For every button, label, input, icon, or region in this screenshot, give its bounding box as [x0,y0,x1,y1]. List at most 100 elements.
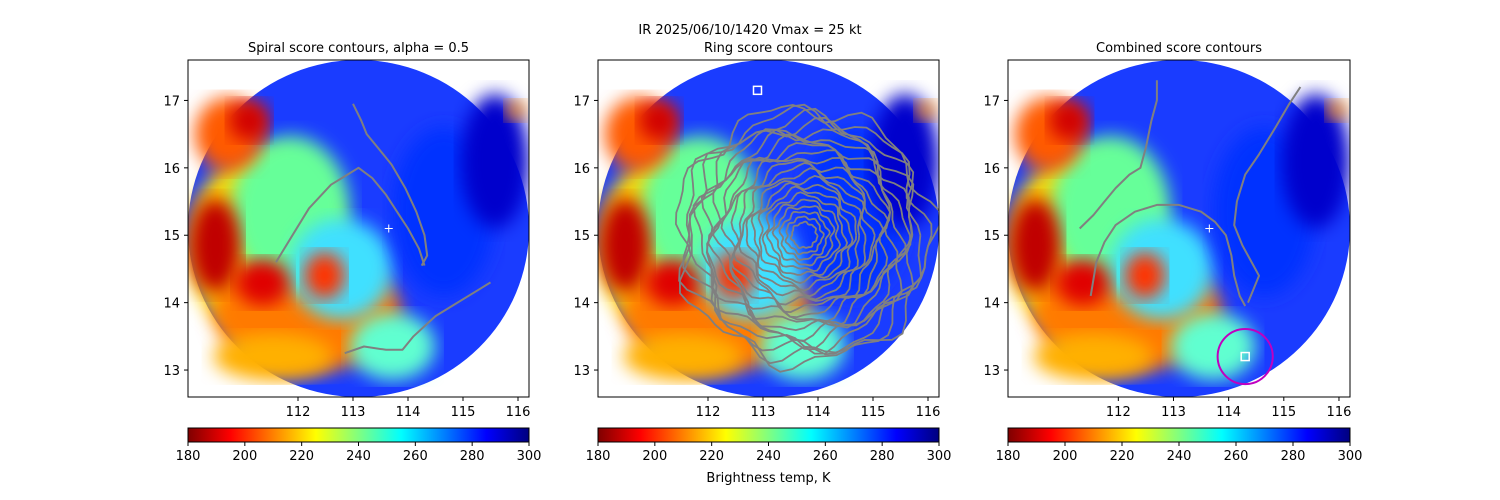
panel-1: 112 113 114 115 116 13 14 15 16 17 Spiral score co… [163,41,541,464]
ir-cloud-region [189,198,241,293]
x-tick-label: 115 [861,405,886,420]
ir-cloud-region [1055,258,1111,307]
score-contour [275,166,426,266]
x-tick-label: 115 [451,405,476,420]
colorbar-tick-label: 180 [996,449,1021,464]
colorbar-tick-label: 280 [460,449,485,464]
y-tick-label: 17 [163,94,180,109]
ring-score-contour [738,167,867,301]
y-tick-label: 17 [983,94,1000,109]
y-tick-label: 15 [163,229,180,244]
colorbar-tick-label: 200 [1053,449,1078,464]
y-tick-label: 14 [163,297,180,312]
ring-score-contour [692,128,913,351]
ir-cloud-region [915,100,936,121]
x-tick-label: 114 [806,405,831,420]
y-tick-label: 16 [573,162,590,177]
colorbar-tick-label: 200 [232,449,257,464]
plot-frame [1007,59,1351,398]
colorbar [597,427,940,443]
y-tick-label: 17 [573,94,590,109]
y-tick-label: 15 [983,229,1000,244]
ring-score-contour [745,174,863,298]
ring-score-contour [761,191,849,277]
colorbar-tick-label: 280 [870,449,895,464]
ir-cloud-region [1326,100,1347,121]
ir-image [188,60,529,397]
colorbar-tick-label: 260 [1224,449,1249,464]
colorbar-tick-label: 220 [699,449,724,464]
x-tick-label: 112 [286,405,311,420]
panel-title: Spiral score contours, alpha = 0.5 [248,41,469,56]
colorbar-tick-label: 300 [517,449,542,464]
panel-2: 112 113 114 115 116 13 14 15 16 17 Ring score cont… [573,41,951,486]
colorbar-tick-label: 220 [1110,449,1135,464]
ring-score-contour [765,198,842,273]
ring-score-contour [757,185,854,285]
ring-score-contour [720,156,890,319]
x-tick-label: 113 [341,405,366,420]
x-tick-label: 116 [916,405,941,420]
x-tick-label: 113 [751,405,776,420]
y-tick-label: 16 [983,162,1000,177]
ir-cloud-region [505,100,526,121]
x-tick-label: 114 [1216,405,1241,420]
center-estimate-circle [1216,327,1274,386]
x-tick-label: 116 [1327,405,1352,420]
score-contour [352,103,429,267]
ir-cloud-region [1009,198,1062,293]
ring-score-contour [778,210,831,261]
y-tick-label: 14 [983,297,1000,312]
colorbar-tick-label: 200 [642,449,667,464]
ir-image [1008,60,1350,397]
y-tick-label: 16 [163,162,180,177]
colorbar-tick-label: 240 [756,449,781,464]
y-tick-label: 13 [573,364,590,379]
ring-score-contour [712,149,892,323]
ir-cloud-region [213,332,333,381]
colorbar-tick-label: 280 [1281,449,1306,464]
ir-cloud-region [623,332,743,381]
ir-cloud-region [759,312,846,381]
center-plus-marker [384,224,393,233]
y-tick-label: 15 [573,229,590,244]
ring-score-contour [789,220,819,250]
ring-contour-region [674,103,939,373]
center-square-marker [752,85,763,96]
ring-score-contour [674,103,939,373]
plot-frame [597,59,940,398]
panel-3: 112 113 114 115 116 13 14 15 16 17 Combined score … [983,41,1362,464]
panel-title: Ring score contours [704,41,833,56]
ir-cloud-region [228,100,270,141]
colorbar [1007,427,1351,443]
plot-frame [187,59,530,398]
ring-score-contour [707,142,899,328]
x-tick-label: 116 [506,405,531,420]
ir-cloud-region [1049,100,1091,141]
colorbar-tick-label: 240 [346,449,371,464]
ir-cloud-region [1170,312,1256,381]
colorbar-label: Brightness temp, K [706,471,831,486]
score-contour [1079,80,1158,230]
colorbar [187,427,530,443]
score-contour [1233,86,1302,303]
figure-title: IR 2025/06/10/1420 Vmax = 25 kt [638,23,862,38]
colorbar-tick-label: 240 [1167,449,1192,464]
ir-cloud-region [1124,252,1166,300]
ring-score-contour [750,181,858,292]
ring-score-contour [688,116,915,355]
ring-score-contour [678,103,933,365]
center-square-marker [1240,351,1250,362]
x-tick-label: 112 [1106,405,1131,420]
colorbar-tick-label: 260 [403,449,428,464]
ring-score-contour [700,128,912,342]
score-contour [1089,203,1247,307]
ir-cloud-region [460,93,529,229]
ir-cloud-region [599,198,651,293]
colorbar-tick-label: 220 [289,449,314,464]
center-plus-marker [1205,224,1214,233]
x-tick-label: 115 [1271,405,1296,420]
score-contour [344,281,492,355]
ir-cloud-region [1033,332,1154,381]
